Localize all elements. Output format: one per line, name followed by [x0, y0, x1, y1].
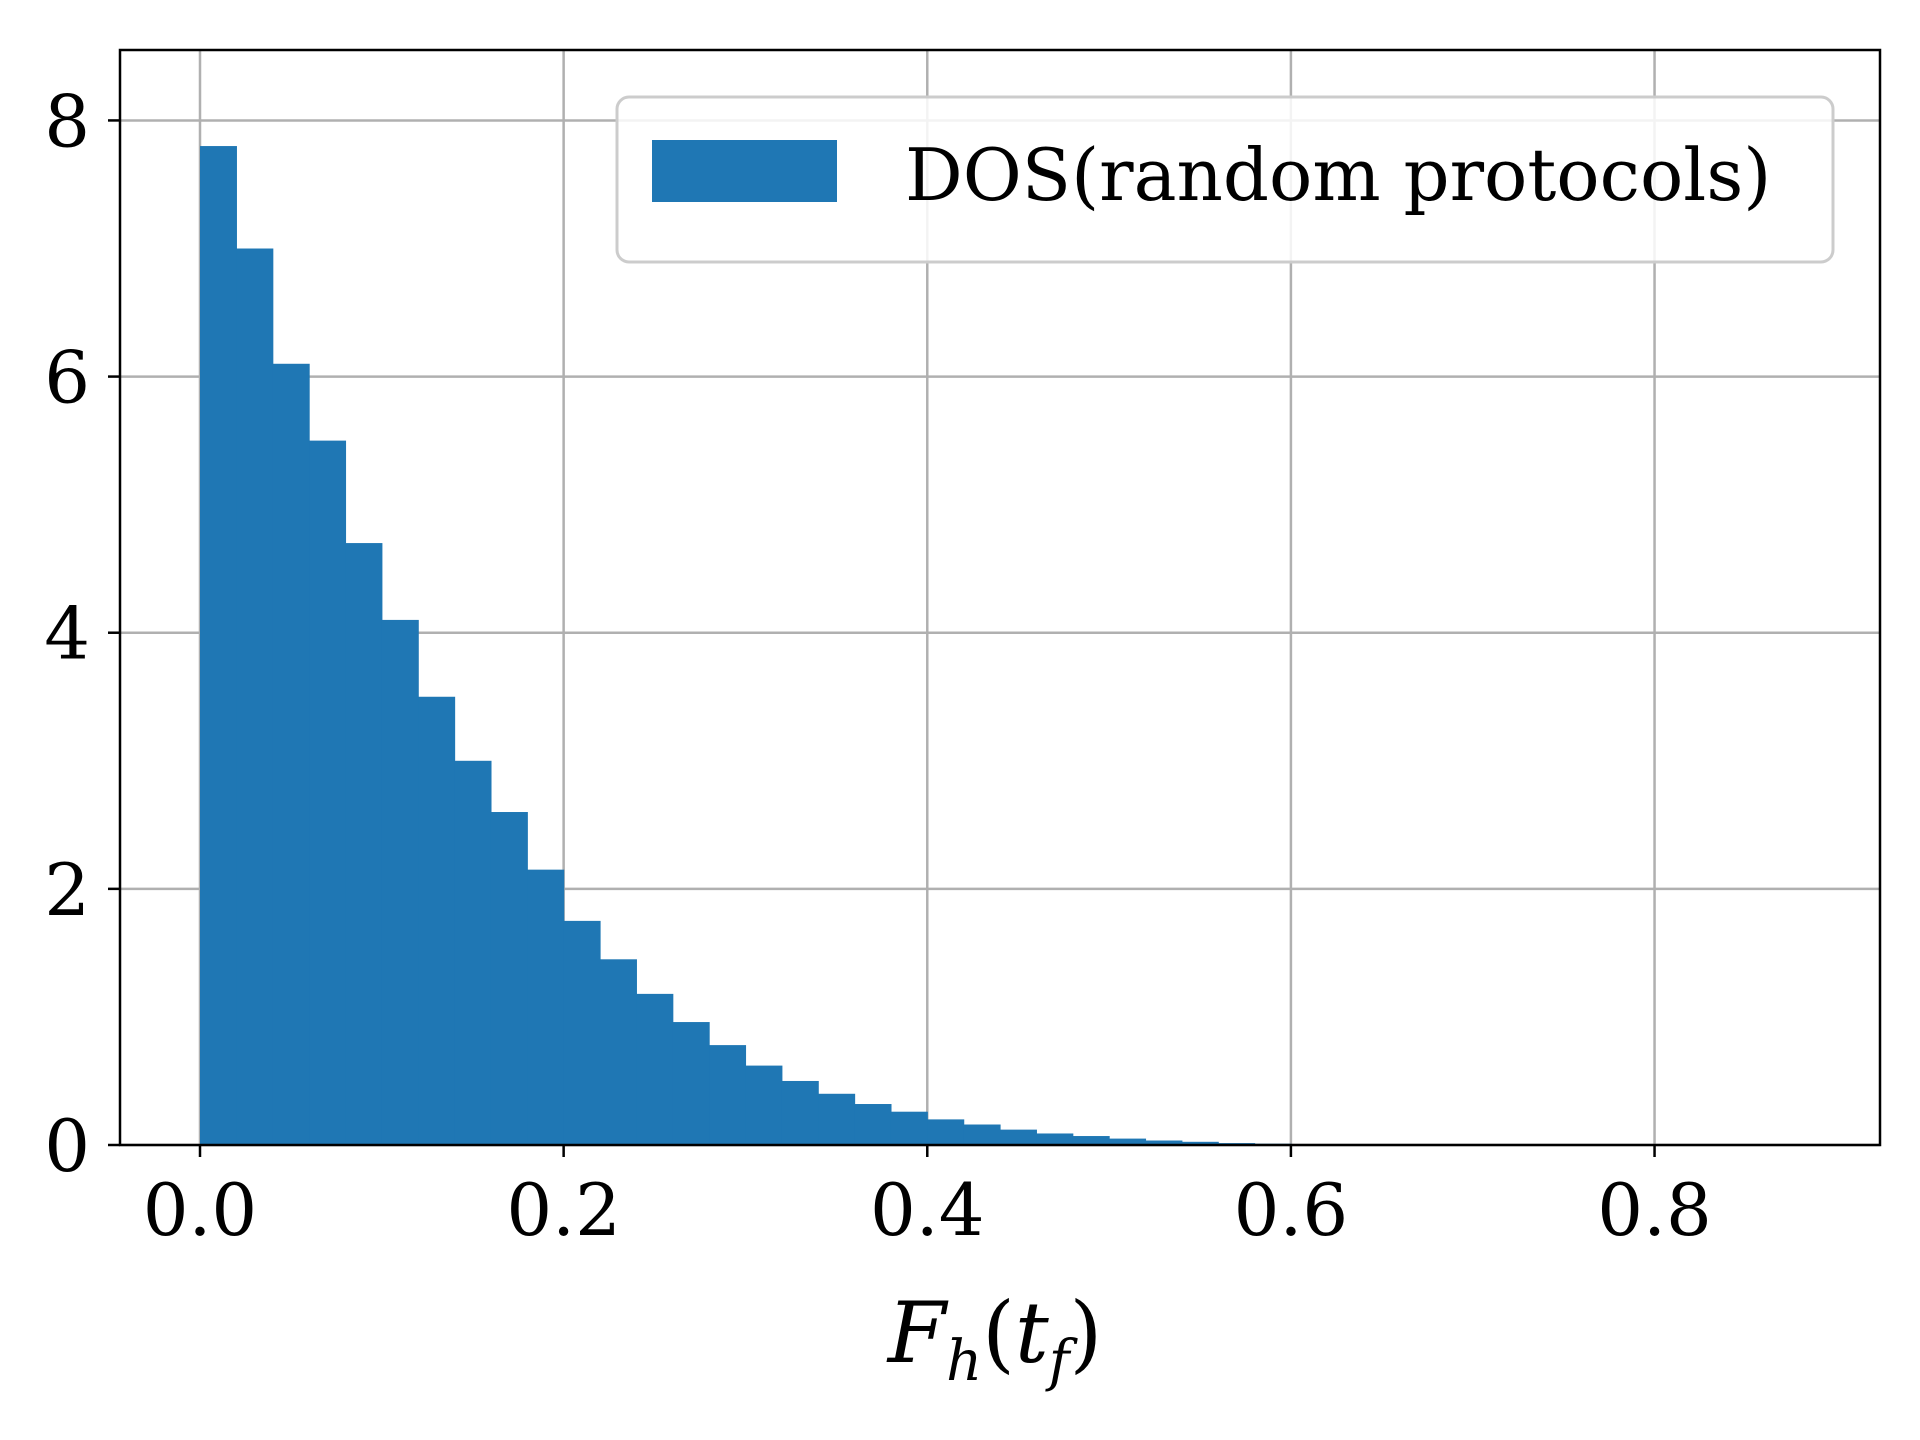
plot-frame — [118, 48, 1882, 1147]
histogram-bar — [854, 1104, 892, 1145]
histogram-bar — [454, 760, 492, 1145]
histogram-bar — [672, 1022, 710, 1145]
x-axis-ticks: 0.0 0.2 0.4 0.6 0.8 — [143, 1145, 1712, 1252]
y-tick-label: 4 — [44, 592, 90, 676]
legend-entry-label: DOS(random protocols) — [905, 133, 1771, 217]
histogram-bar — [236, 248, 274, 1145]
histogram-bar — [1109, 1138, 1147, 1145]
histogram-bars — [200, 146, 1365, 1146]
histogram-bar — [1145, 1140, 1183, 1145]
y-axis-ticks: 0 2 4 6 8 — [44, 79, 120, 1188]
histogram-bar — [418, 696, 456, 1145]
y-tick-label: 0 — [44, 1104, 90, 1188]
histogram-bar — [200, 146, 237, 1146]
histogram-bar — [381, 619, 419, 1145]
histogram-bar — [1036, 1133, 1074, 1145]
x-tick-label: 0.8 — [1597, 1168, 1712, 1252]
histogram-bar — [1072, 1136, 1110, 1145]
histogram-bar — [709, 1045, 747, 1145]
histogram-bar — [272, 363, 310, 1145]
histogram-bar — [963, 1124, 1001, 1145]
y-tick-label: 2 — [44, 848, 90, 932]
y-tick-label: 8 — [44, 79, 90, 163]
x-axis-label: Fh(tf) — [886, 1284, 1102, 1394]
y-tick-label: 6 — [44, 336, 90, 420]
histogram-bar — [781, 1080, 819, 1145]
x-tick-label: 0.2 — [506, 1168, 621, 1252]
histogram-bar — [745, 1065, 783, 1145]
histogram-bar — [1000, 1129, 1037, 1145]
histogram-bar — [636, 993, 674, 1145]
legend-box — [615, 95, 1835, 264]
histogram-bar — [927, 1119, 965, 1145]
histogram-bar — [563, 920, 601, 1145]
x-tick-label: 0.0 — [143, 1168, 258, 1252]
histogram-bar — [890, 1111, 928, 1145]
histogram-bar — [309, 440, 347, 1146]
histogram-bar — [490, 812, 528, 1145]
histogram-bar — [1181, 1141, 1219, 1145]
histogram-bar — [600, 959, 637, 1145]
legend: DOS(random protocols) — [615, 95, 1835, 264]
histogram-bar — [345, 543, 383, 1145]
x-tick-label: 0.4 — [870, 1168, 985, 1252]
legend-swatch — [652, 140, 837, 202]
histogram-bar — [527, 869, 565, 1145]
x-tick-label: 0.6 — [1234, 1168, 1349, 1252]
histogram-bar — [818, 1093, 856, 1145]
